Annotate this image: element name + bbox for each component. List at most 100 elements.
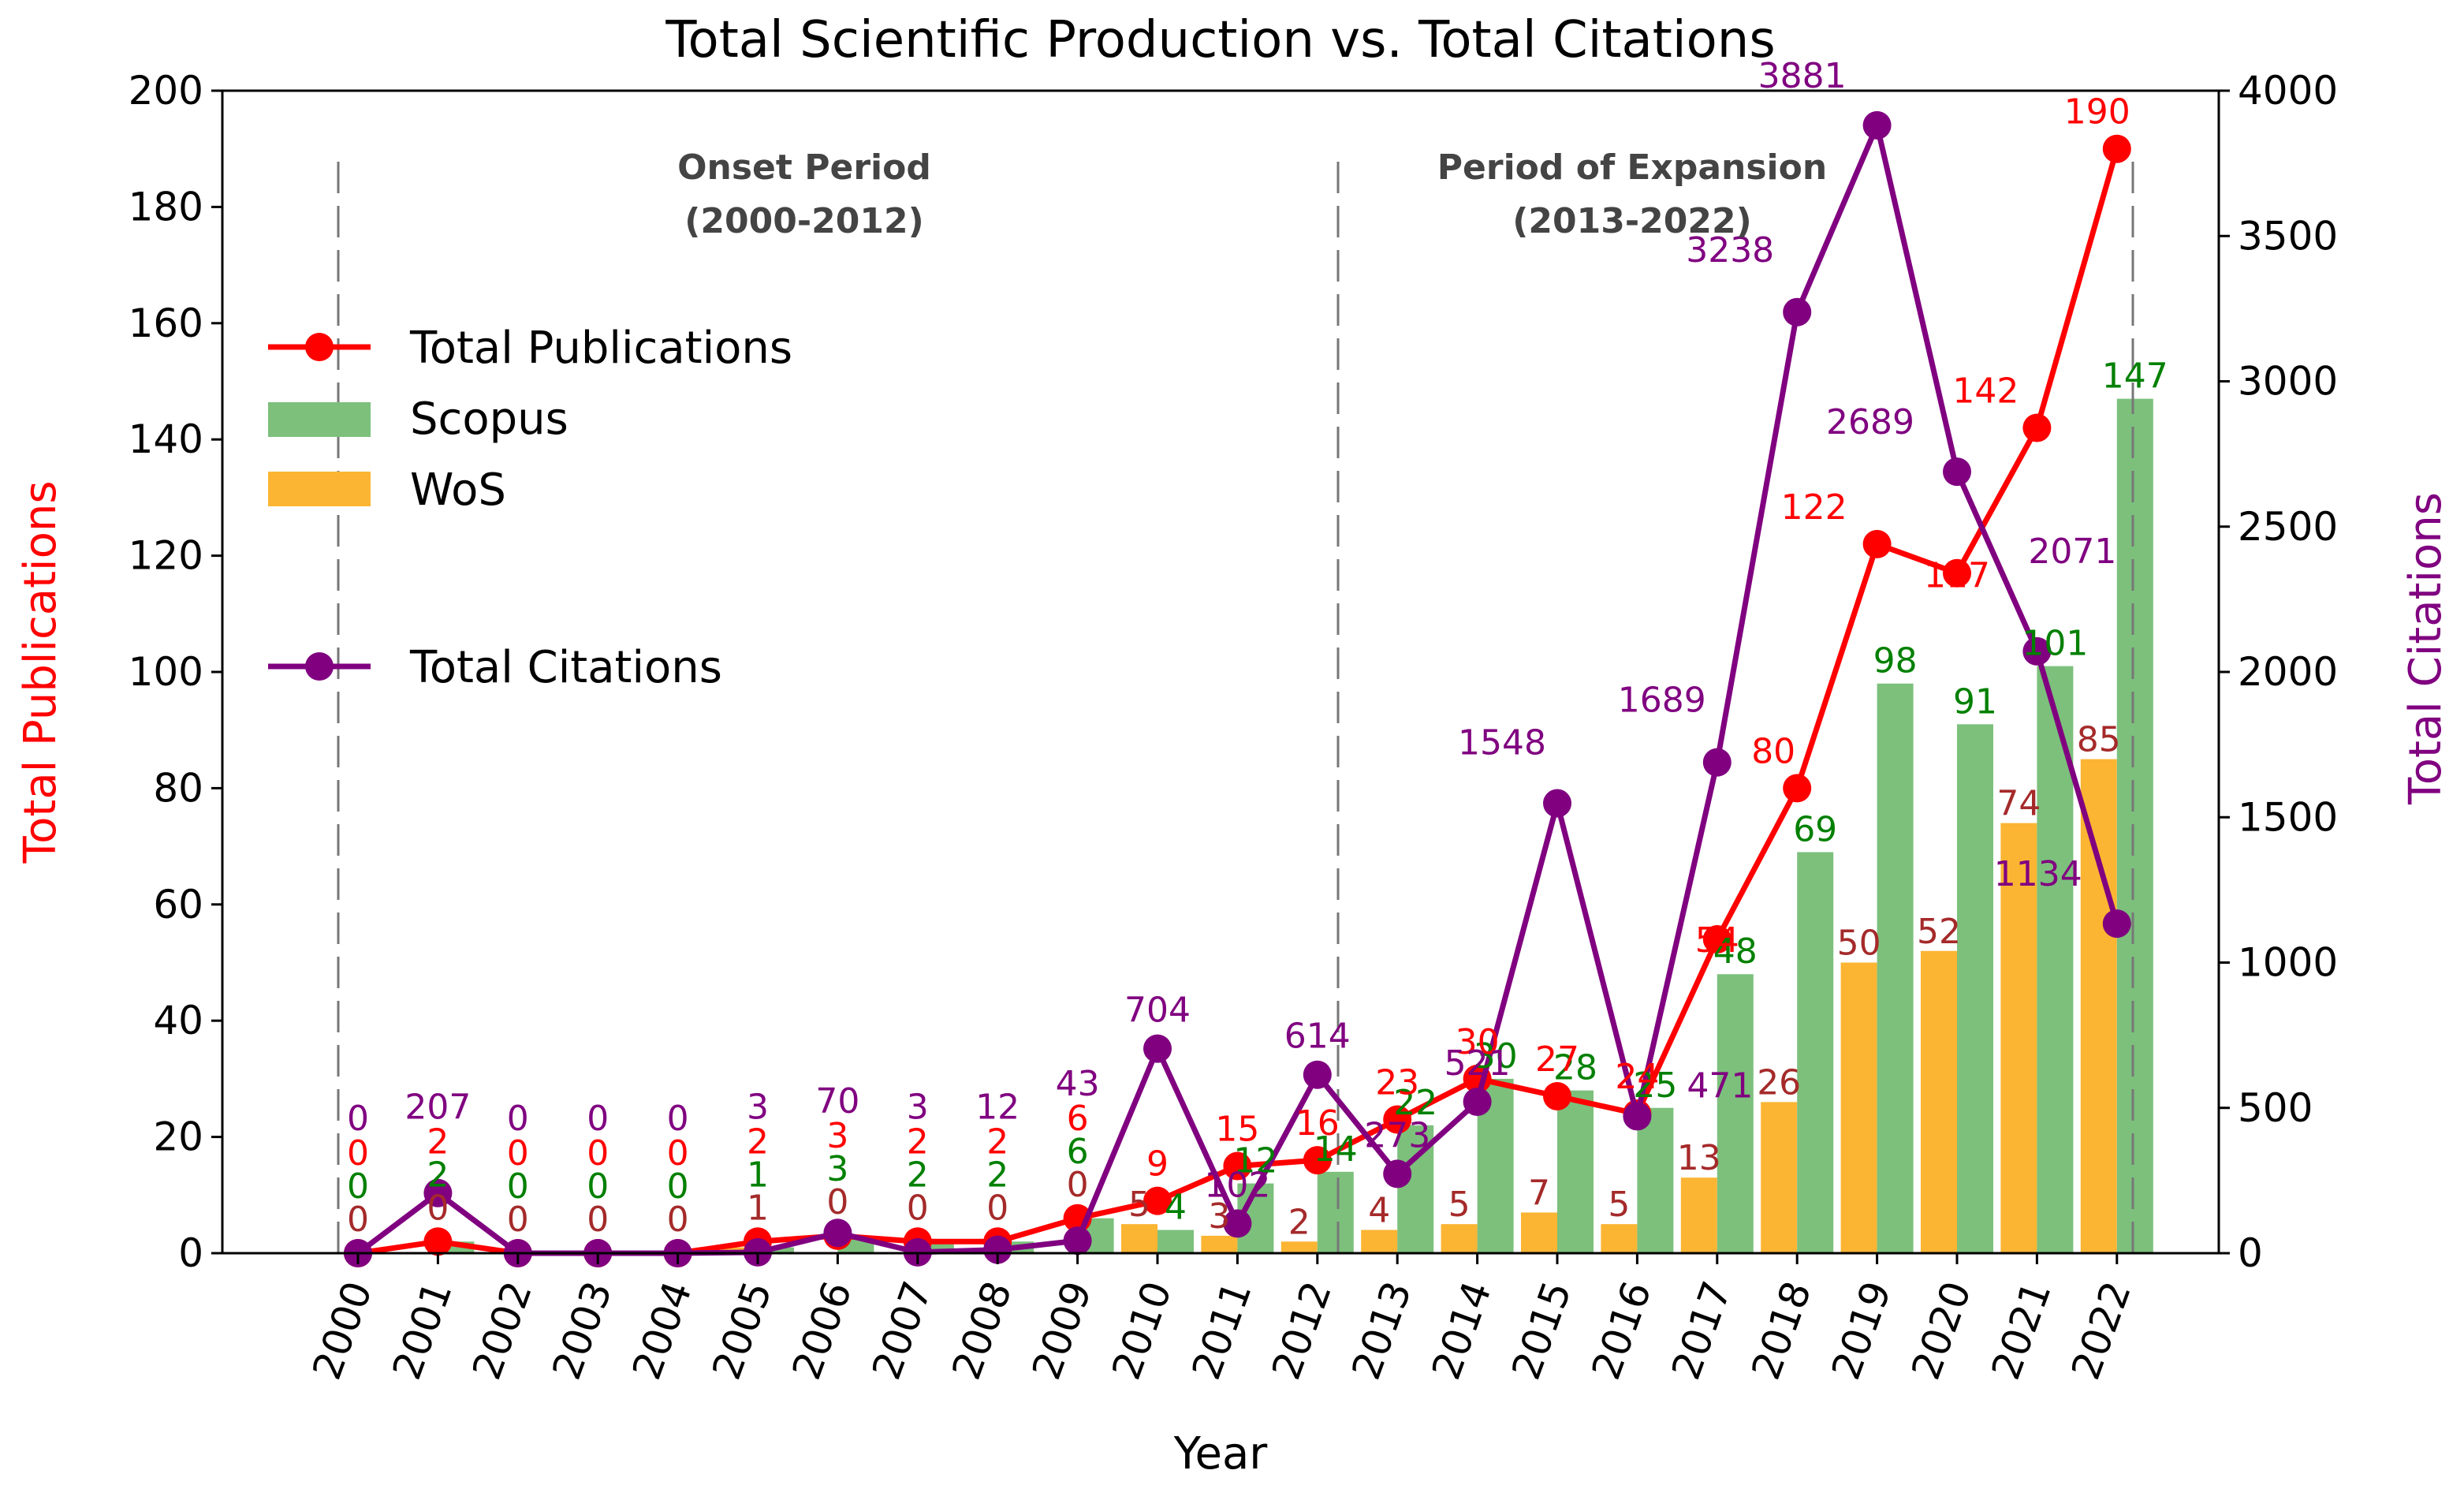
bar-wos-2011 bbox=[1201, 1235, 1238, 1253]
label-wos-2013: 4 bbox=[1368, 1191, 1390, 1231]
label-publications-2020: 117 bbox=[1924, 556, 1990, 596]
ytick-right-2500: 2500 bbox=[2238, 504, 2338, 550]
label-scopus-2005: 1 bbox=[747, 1155, 769, 1195]
label-publications-2016: 24 bbox=[1615, 1057, 1659, 1097]
ytick-left-0: 0 bbox=[178, 1230, 203, 1276]
bar-wos-2015 bbox=[1521, 1212, 1557, 1253]
label-scopus-2012: 14 bbox=[1314, 1129, 1358, 1170]
ytick-right-3000: 3000 bbox=[2238, 359, 2338, 405]
period-annotations: Onset Period (2000-2012) Period of Expansi… bbox=[677, 147, 1827, 241]
label-scopus-2018: 69 bbox=[1793, 809, 1837, 849]
xtick-2011: 2011 bbox=[1184, 1275, 1261, 1385]
ytick-left-120: 120 bbox=[129, 533, 203, 579]
point-total-citations-2016 bbox=[1623, 1102, 1652, 1131]
legend-citations-label: Total Citations bbox=[409, 642, 722, 693]
xtick-2017: 2017 bbox=[1663, 1275, 1740, 1385]
label-publications-2019: 122 bbox=[1781, 487, 1847, 528]
label-citations-2015: 1548 bbox=[1458, 723, 1546, 763]
label-publications-2009: 6 bbox=[1067, 1099, 1089, 1139]
label-wos-2010: 5 bbox=[1128, 1185, 1150, 1225]
label-scopus-2000: 0 bbox=[347, 1166, 369, 1207]
bar-wos-2019 bbox=[1840, 962, 1877, 1253]
ytick-left-60: 60 bbox=[153, 882, 203, 927]
label-publications-2008: 2 bbox=[986, 1121, 1008, 1162]
bar-scopus-2018 bbox=[1797, 852, 1834, 1253]
xtick-2010: 2010 bbox=[1103, 1275, 1180, 1385]
point-total-citations-2020 bbox=[1943, 457, 1971, 487]
xtick-2021: 2021 bbox=[1983, 1275, 2060, 1385]
label-citations-2007: 3 bbox=[907, 1087, 929, 1127]
xtick-2022: 2022 bbox=[2063, 1275, 2140, 1385]
xtick-2019: 2019 bbox=[1823, 1275, 1900, 1385]
point-total-citations-2018 bbox=[1783, 297, 1812, 327]
label-wos-2003: 0 bbox=[587, 1200, 609, 1240]
point-total-citations-2022 bbox=[2102, 909, 2131, 939]
label-wos-2021: 74 bbox=[1996, 784, 2041, 824]
point-total-citations-2009 bbox=[1063, 1226, 1092, 1256]
xtick-2012: 2012 bbox=[1263, 1275, 1340, 1385]
bar-wos-2017 bbox=[1680, 1177, 1717, 1253]
annotation-expansion-title: Period of Expansion bbox=[1437, 147, 1827, 188]
label-publications-2015: 27 bbox=[1535, 1039, 1579, 1080]
bar-wos-2016 bbox=[1601, 1224, 1638, 1253]
label-wos-2007: 0 bbox=[907, 1188, 929, 1228]
label-citations-2013: 273 bbox=[1364, 1115, 1430, 1155]
label-scopus-2021: 101 bbox=[2022, 624, 2088, 664]
bar-wos-2013 bbox=[1361, 1230, 1398, 1253]
point-total-citations-2001 bbox=[423, 1178, 453, 1207]
bar-scopus-2020 bbox=[1957, 724, 1993, 1253]
bar-scopus-2019 bbox=[1877, 683, 1914, 1253]
bar-scopus-2022 bbox=[2116, 398, 2153, 1253]
point-total-publications-2013 bbox=[1383, 1105, 1412, 1134]
xtick-2016: 2016 bbox=[1583, 1275, 1661, 1385]
label-citations-2022: 1134 bbox=[1994, 854, 2082, 894]
bar-scopus-2012 bbox=[1317, 1171, 1354, 1253]
label-wos-2011: 3 bbox=[1208, 1196, 1230, 1237]
label-citations-2020: 2689 bbox=[1826, 402, 1914, 442]
label-publications-2004: 0 bbox=[667, 1133, 689, 1174]
ytick-left-200: 200 bbox=[129, 68, 203, 114]
label-publications-2007: 2 bbox=[907, 1121, 929, 1162]
label-scopus-2011: 12 bbox=[1233, 1141, 1277, 1181]
label-citations-2011: 102 bbox=[1204, 1165, 1270, 1205]
label-publications-2003: 0 bbox=[587, 1133, 609, 1174]
point-total-publications-2019 bbox=[1862, 529, 1892, 558]
label-wos-2012: 2 bbox=[1288, 1202, 1310, 1242]
label-scopus-2010: 4 bbox=[1165, 1188, 1187, 1228]
label-wos-2022: 85 bbox=[2077, 720, 2121, 760]
bar-scopus-2017 bbox=[1717, 974, 1754, 1253]
label-wos-2018: 26 bbox=[1757, 1062, 1801, 1103]
xtick-2008: 2008 bbox=[943, 1275, 1020, 1385]
label-citations-2019: 3881 bbox=[1758, 56, 1847, 96]
bar-scopus-2015 bbox=[1557, 1090, 1594, 1253]
label-publications-2018: 80 bbox=[1751, 731, 1795, 771]
label-wos-2015: 7 bbox=[1528, 1173, 1550, 1213]
label-citations-2009: 43 bbox=[1056, 1064, 1100, 1104]
label-citations-2000: 0 bbox=[347, 1099, 369, 1139]
xtick-2018: 2018 bbox=[1743, 1275, 1820, 1385]
annotation-onset-title: Onset Period bbox=[677, 147, 931, 188]
ytick-right-500: 500 bbox=[2238, 1085, 2313, 1131]
label-wos-2016: 5 bbox=[1608, 1185, 1630, 1225]
xtick-2002: 2002 bbox=[464, 1275, 541, 1385]
chart-title: Total Scientific Production vs. Total Ci… bbox=[665, 11, 1775, 69]
label-wos-2000: 0 bbox=[347, 1200, 369, 1240]
label-scopus-2020: 91 bbox=[1953, 681, 1997, 722]
label-citations-2002: 0 bbox=[507, 1099, 529, 1139]
label-publications-2021: 142 bbox=[1952, 371, 2019, 411]
label-citations-2021: 2071 bbox=[2028, 532, 2116, 572]
label-citations-2004: 0 bbox=[667, 1099, 689, 1139]
legend-citations-marker bbox=[305, 652, 334, 681]
ytick-left-80: 80 bbox=[153, 765, 203, 811]
ytick-left-20: 20 bbox=[153, 1114, 203, 1160]
annotation-expansion-range: (2013-2022) bbox=[1512, 201, 1751, 241]
point-total-publications-2020 bbox=[1943, 558, 1971, 588]
point-total-citations-2021 bbox=[2022, 636, 2052, 666]
label-publications-2001: 2 bbox=[427, 1121, 449, 1162]
bars-layer bbox=[438, 398, 2153, 1253]
label-scopus-2002: 0 bbox=[507, 1166, 529, 1207]
ytick-right-1000: 1000 bbox=[2238, 940, 2338, 986]
point-total-citations-2014 bbox=[1463, 1088, 1492, 1117]
bar-wos-2020 bbox=[1921, 950, 1957, 1253]
label-publications-2013: 23 bbox=[1375, 1062, 1419, 1103]
